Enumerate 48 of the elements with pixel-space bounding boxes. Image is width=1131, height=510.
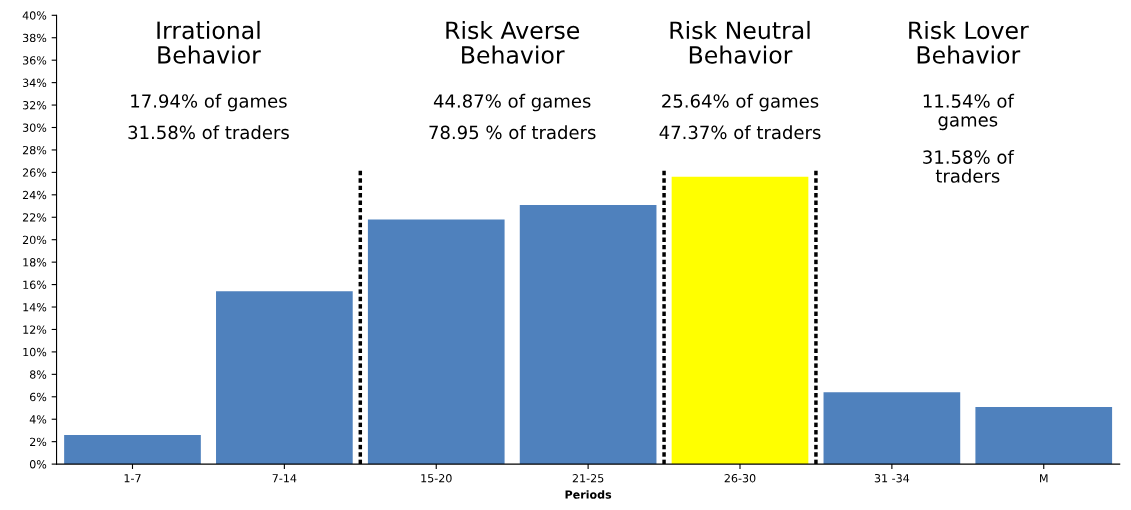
- annotation: 44.87% of games: [433, 93, 591, 112]
- y-tick-label: 24%: [22, 190, 47, 200]
- x-tick-label: 31 -34: [874, 474, 910, 483]
- y-tick-label: 36%: [22, 56, 47, 65]
- y-tick-label: 40%: [22, 11, 47, 20]
- x-tick-label: 7-14: [272, 474, 297, 483]
- bar: [975, 406, 1113, 465]
- y-tick-label: 0%: [29, 460, 47, 469]
- y-tick-label: 8%: [29, 370, 47, 379]
- y-tick-label: 12%: [23, 325, 47, 334]
- x-tick-label: 26-30: [724, 474, 756, 483]
- y-tick-label: 14%: [23, 302, 47, 312]
- annotation: 31.58% of traders: [128, 125, 289, 140]
- x-tick-label: 1-7: [124, 474, 141, 483]
- x-tick-label: M: [1040, 474, 1048, 483]
- y-tick-label: 6%: [29, 392, 47, 402]
- y-tick-label: 4%: [29, 415, 47, 424]
- annotation: 25.64% of games: [662, 93, 819, 112]
- bar: [216, 291, 353, 465]
- annotation: Risk Lover Behavior: [909, 20, 1029, 64]
- annotation: 11.54% of games: [923, 93, 1015, 131]
- y-tick-label: 32%: [22, 101, 47, 110]
- bar: [823, 392, 961, 465]
- y-tick-label: 10%: [23, 347, 47, 357]
- y-tick-label: 30%: [22, 123, 47, 132]
- y-tick-label: 34%: [22, 78, 47, 87]
- y-tick-label: 18%: [23, 258, 47, 267]
- y-tick-label: 26%: [22, 168, 47, 177]
- y-tick-label: 22%: [22, 213, 47, 222]
- annotation: 78.95 % of traders: [429, 125, 596, 140]
- annotation: 47.37% of traders: [659, 125, 821, 140]
- annotation: Risk Neutral Behavior: [670, 20, 810, 64]
- y-tick-label: 16%: [23, 280, 47, 289]
- bar: [519, 204, 657, 465]
- annotation: Irrational Behavior: [157, 20, 261, 64]
- y-tick-label: 38%: [22, 33, 47, 43]
- y-tick-label: 20%: [22, 235, 47, 245]
- bar: [367, 219, 505, 465]
- x-axis-title: Periods: [565, 490, 612, 499]
- x-tick-label: 21-25: [572, 474, 604, 483]
- bar: [64, 434, 201, 465]
- bar: [671, 176, 809, 465]
- x-tick-label: 15-20: [421, 474, 452, 483]
- y-tick-label: 28%: [22, 145, 47, 155]
- y-tick-label: 2%: [30, 437, 47, 447]
- annotation: Risk Averse Behavior: [446, 20, 580, 64]
- annotation: 31.58% of traders: [923, 149, 1015, 183]
- annotation: 17.94% of games: [131, 93, 287, 112]
